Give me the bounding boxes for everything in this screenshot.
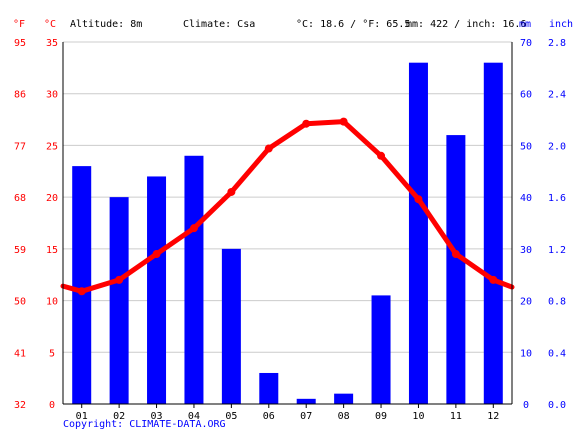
precipitation-bar	[296, 398, 316, 404]
month-tick-label: 02	[113, 411, 125, 422]
precipitation-bar	[408, 62, 428, 404]
precipitation-bar	[72, 166, 92, 404]
fahrenheit-axis-ticks: 32 41 50 59 68 77 86 95	[14, 38, 26, 411]
celsius-tick-label: 10	[46, 297, 58, 308]
celsius-tick-label: 0	[49, 400, 55, 411]
precipitation-bar	[221, 248, 241, 404]
inch-axis-ticks: 0.0 0.4 0.8 1.2 1.6 2.0 2.4 2.8	[548, 38, 566, 411]
fahrenheit-tick-label: 50	[14, 297, 26, 308]
copyright-text: Copyright: CLIMATE-DATA.ORG	[63, 419, 226, 430]
month-tick-label: 11	[450, 411, 462, 422]
mm-tick-label: 50	[520, 141, 532, 152]
precipitation-bar	[446, 135, 466, 405]
precipitation-bar	[259, 372, 279, 404]
temperature-point	[264, 144, 273, 153]
inch-tick-label: 1.6	[548, 193, 566, 204]
inch-tick-label: 0.0	[548, 400, 566, 411]
month-tick-label: 10	[412, 411, 424, 422]
grid-lines	[63, 41, 512, 353]
precipitation-bar	[334, 393, 354, 404]
inch-tick-label: 1.2	[548, 245, 566, 256]
mm-tick-label: 30	[520, 245, 532, 256]
celsius-tick-label: 5	[49, 348, 55, 359]
temperature-point	[189, 224, 198, 233]
month-tick-label: 01	[76, 411, 88, 422]
temperature-point	[77, 287, 86, 296]
temperature-point	[414, 195, 423, 204]
inch-tick-label: 0.8	[548, 297, 566, 308]
fahrenheit-tick-label: 41	[14, 348, 26, 359]
mm-tick-label: 70	[520, 38, 532, 49]
celsius-unit-label: °C	[44, 19, 56, 30]
axes	[62, 42, 513, 405]
fahrenheit-tick-label: 68	[14, 193, 26, 204]
month-tick-label: 08	[338, 411, 350, 422]
precipitation-bar	[483, 62, 503, 404]
celsius-tick-label: 20	[46, 193, 58, 204]
inch-tick-label: 2.4	[548, 90, 566, 101]
fahrenheit-unit-label: °F	[13, 19, 25, 30]
precipitation-bar	[109, 197, 129, 404]
mm-tick-label: 0	[523, 400, 529, 411]
fahrenheit-tick-label: 32	[14, 400, 26, 411]
temperature-point	[227, 187, 236, 196]
mm-unit-label: mm	[519, 19, 531, 30]
month-tick-label: 07	[300, 411, 312, 422]
inch-tick-label: 2.0	[548, 141, 566, 152]
mm-tick-label: 20	[520, 297, 532, 308]
temperature-series-line	[60, 119, 515, 294]
celsius-tick-label: 15	[46, 245, 58, 256]
celsius-tick-label: 35	[46, 38, 58, 49]
inch-tick-label: 2.8	[548, 38, 566, 49]
inch-unit-label: inch	[549, 19, 573, 30]
month-axis-ticks: 01 02 03 04 05 06 07 08 09 10 11 12	[76, 404, 499, 422]
inch-tick-label: 0.4	[548, 348, 566, 359]
fahrenheit-tick-label: 95	[14, 38, 26, 49]
temperature-line	[60, 117, 515, 296]
fahrenheit-tick-label: 77	[14, 141, 26, 152]
precipitation-total-label: mm: 422 / inch: 16.6	[406, 19, 526, 30]
precipitation-bars	[72, 62, 503, 405]
temperature-point	[489, 275, 498, 284]
fahrenheit-tick-label: 59	[14, 245, 26, 256]
month-tick-label: 03	[151, 411, 163, 422]
precipitation-bar	[371, 295, 391, 404]
month-tick-label: 12	[487, 411, 499, 422]
month-tick-label: 06	[263, 411, 275, 422]
temperature-point	[451, 250, 460, 259]
climate-label: Climate: Csa	[183, 19, 255, 30]
celsius-axis-ticks: 0 5 10 15 20 25 30 35	[46, 38, 58, 411]
celsius-tick-label: 30	[46, 90, 58, 101]
temperature-average-label: °C: 18.6 / °F: 65.5	[296, 19, 410, 30]
temperature-point	[339, 117, 348, 126]
mm-tick-label: 60	[520, 90, 532, 101]
temperature-point	[302, 119, 311, 128]
altitude-label: Altitude: 8m	[70, 19, 142, 30]
celsius-tick-label: 25	[46, 141, 58, 152]
month-tick-label: 05	[225, 411, 237, 422]
precipitation-bar	[147, 176, 167, 404]
precipitation-bar	[184, 155, 204, 404]
mm-tick-label: 40	[520, 193, 532, 204]
month-tick-label: 09	[375, 411, 387, 422]
mm-tick-label: 10	[520, 348, 532, 359]
temperature-point	[152, 250, 161, 259]
month-tick-label: 04	[188, 411, 200, 422]
fahrenheit-tick-label: 86	[14, 90, 26, 101]
mm-axis-ticks: 0 10 20 30 40 50 60 70	[520, 38, 532, 411]
temperature-point	[377, 151, 386, 160]
temperature-point	[115, 275, 124, 284]
